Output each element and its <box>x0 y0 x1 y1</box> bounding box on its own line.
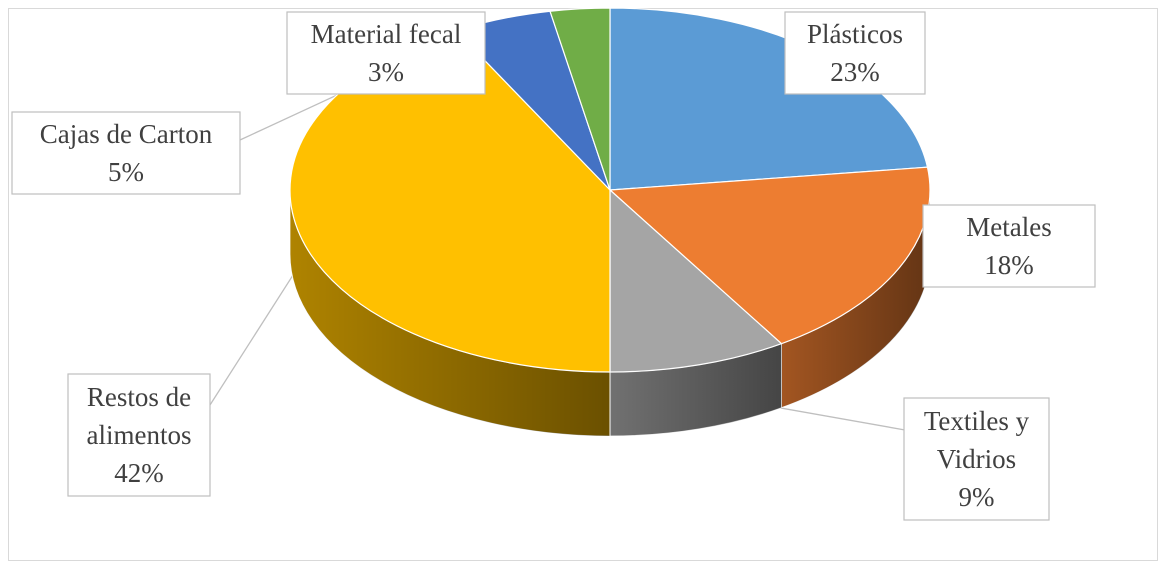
data-label-value-cajas-de-carton: 5% <box>108 157 144 187</box>
pie-side-shade-restos-de-alimentos <box>290 190 610 436</box>
data-label-text-metales: Metales <box>966 212 1051 242</box>
data-label-value-textiles-y-vidrios: 9% <box>959 482 995 512</box>
data-label-box-pl-sticos <box>784 11 926 95</box>
leader-line-restos-de-alimentos <box>209 263 301 406</box>
data-label-text-textiles-y-vidrios: Textiles y <box>924 406 1030 436</box>
data-label-box-material-fecal <box>286 11 486 95</box>
data-label-text-pl-sticos: Plásticos <box>807 19 903 49</box>
data-label-value-pl-sticos: 23% <box>830 57 880 87</box>
pie-sides <box>289 189 931 437</box>
data-label-material-fecal: Material fecal 3% <box>286 11 486 95</box>
data-label-text-restos-de-alimentos: Restos de <box>87 382 191 412</box>
pie-slice-material-fecal <box>549 7 611 191</box>
data-labels: Plásticos 23% Metales 18% Textiles y Vidrios 9… <box>11 11 1096 521</box>
pie-side-shade-metales <box>781 190 930 408</box>
pie-slice-metales <box>608 166 931 345</box>
data-label-box-textiles-y-vidrios <box>903 397 1050 521</box>
data-label-value-metales: 18% <box>984 250 1034 280</box>
data-label-box-restos-de-alimentos <box>67 373 211 497</box>
data-label-restos-de-alimentos: Restos de alimentos 42% <box>67 373 211 497</box>
data-label-pl-sticos: Plásticos 23% <box>784 11 926 95</box>
data-label-value-material-fecal: 3% <box>368 57 404 87</box>
pie-side-shade-textiles-y-vidrios <box>610 343 782 436</box>
data-label-box-cajas-de-carton <box>11 111 241 195</box>
data-label-text-material-fecal: Material fecal <box>311 19 462 49</box>
data-label-metales: Metales 18% <box>922 204 1096 288</box>
data-label-text-restos-de-alimentos: alimentos <box>87 420 192 450</box>
data-label-value-restos-de-alimentos: 42% <box>114 458 164 488</box>
data-label-textiles-y-vidrios: Textiles y Vidrios 9% <box>903 397 1050 521</box>
pie-slices <box>289 7 931 373</box>
data-label-box-metales <box>922 204 1096 288</box>
pie-slice-textiles-y-vidrios <box>609 188 783 373</box>
data-label-text-cajas-de-carton: Cajas de Carton <box>40 119 213 149</box>
data-label-cajas-de-carton: Cajas de Carton 5% <box>11 111 241 195</box>
data-label-text-textiles-y-vidrios: Vidrios <box>937 444 1016 474</box>
